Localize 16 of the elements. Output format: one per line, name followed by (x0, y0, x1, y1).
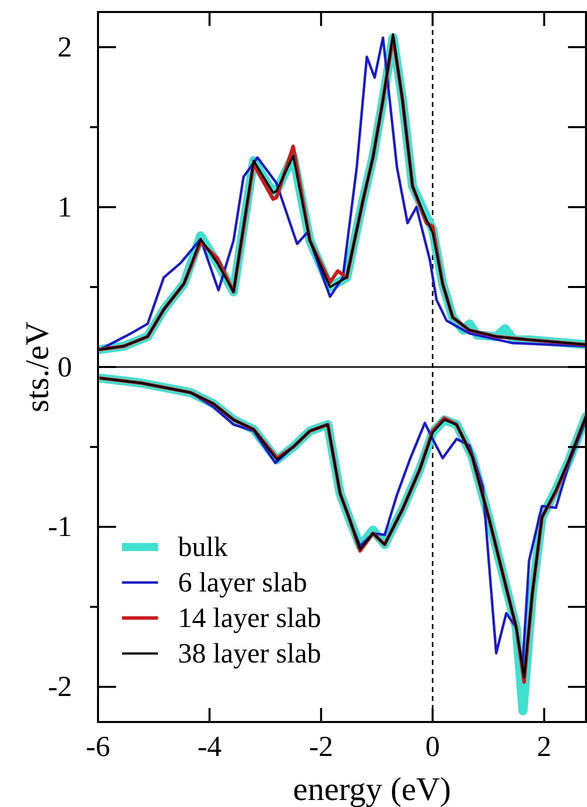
y-tick-label: 1 (58, 191, 72, 224)
x-axis-title: energy (eV) (293, 772, 451, 807)
x-tick-label: -2 (309, 731, 334, 763)
x-tick-label: -6 (86, 731, 110, 763)
legend-label: 6 layer slab (178, 568, 308, 598)
x-tick-label: 2 (536, 731, 552, 763)
y-tick-label: 2 (58, 31, 72, 64)
legend-label: 14 layer slab (178, 603, 322, 634)
y-axis-title: sts./eV (20, 321, 56, 412)
x-tick-label: 0 (425, 731, 440, 763)
legend-label: 38 layer slab (178, 638, 322, 670)
x-tick-label: -4 (197, 731, 222, 763)
y-tick-label: -1 (48, 511, 72, 544)
y-tick-label: -2 (48, 671, 72, 704)
y-tick-label: 0 (58, 351, 72, 384)
legend-label: bulk (178, 532, 228, 563)
